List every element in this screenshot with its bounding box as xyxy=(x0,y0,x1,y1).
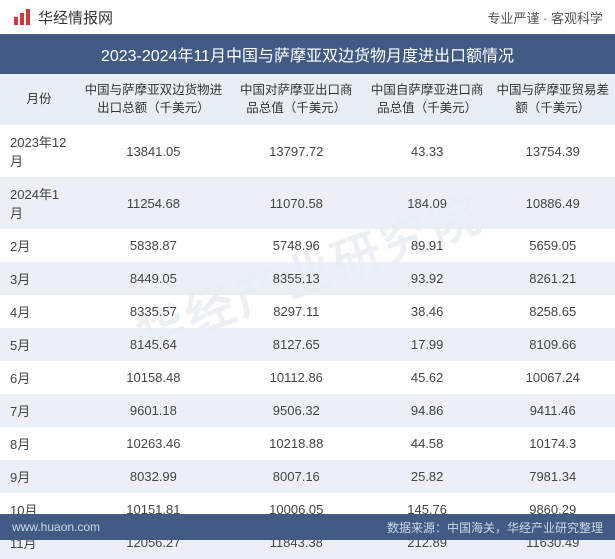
cell-month: 6月 xyxy=(0,361,78,394)
cell-value: 8258.65 xyxy=(490,295,615,328)
cell-value: 89.91 xyxy=(364,229,491,262)
footer-url: www.huaon.com xyxy=(12,520,100,534)
brand: 华经情报网 xyxy=(12,7,113,28)
cell-value: 9506.32 xyxy=(229,394,364,427)
cell-value: 8109.66 xyxy=(490,328,615,361)
cell-value: 10263.46 xyxy=(78,427,229,460)
cell-value: 8007.16 xyxy=(229,460,364,493)
cell-value: 9411.46 xyxy=(490,394,615,427)
cell-value: 8127.65 xyxy=(229,328,364,361)
cell-month: 9月 xyxy=(0,460,78,493)
table-row: 8月10263.4610218.8844.5810174.3 xyxy=(0,427,615,460)
cell-value: 8355.13 xyxy=(229,262,364,295)
col-header-month: 月份 xyxy=(0,74,78,125)
cell-month: 2024年1月 xyxy=(0,177,78,229)
cell-value: 25.82 xyxy=(364,460,491,493)
cell-value: 11070.58 xyxy=(229,177,364,229)
table-row: 2024年1月11254.6811070.58184.0910886.49 xyxy=(0,177,615,229)
cell-value: 13797.72 xyxy=(229,125,364,177)
cell-value: 11254.68 xyxy=(78,177,229,229)
col-header-export: 中国对萨摩亚出口商品总值（千美元） xyxy=(229,74,364,125)
brand-text: 华经情报网 xyxy=(38,7,113,28)
cell-value: 8297.11 xyxy=(229,295,364,328)
cell-value: 184.09 xyxy=(364,177,491,229)
table-row: 6月10158.4810112.8645.6210067.24 xyxy=(0,361,615,394)
bar-chart-icon xyxy=(12,7,32,27)
page-title: 2023-2024年11月中国与萨摩亚双边货物月度进出口额情况 xyxy=(0,34,615,74)
cell-month: 2023年12月 xyxy=(0,125,78,177)
cell-value: 43.33 xyxy=(364,125,491,177)
table-row: 3月8449.058355.1393.928261.21 xyxy=(0,262,615,295)
col-header-import: 中国自萨摩亚进口商品总值（千美元） xyxy=(364,74,491,125)
cell-value: 38.46 xyxy=(364,295,491,328)
footer-source: 数据来源：中国海关，华经产业研究整理 xyxy=(387,519,603,536)
cell-month: 7月 xyxy=(0,394,78,427)
table-row: 4月8335.578297.1138.468258.65 xyxy=(0,295,615,328)
cell-value: 5659.05 xyxy=(490,229,615,262)
col-header-balance: 中国与萨摩亚贸易差额（千美元） xyxy=(490,74,615,125)
table-row: 5月8145.648127.6517.998109.66 xyxy=(0,328,615,361)
cell-value: 10886.49 xyxy=(490,177,615,229)
table-row: 2月5838.875748.9689.915659.05 xyxy=(0,229,615,262)
cell-month: 5月 xyxy=(0,328,78,361)
cell-value: 8032.99 xyxy=(78,460,229,493)
table-header-row: 月份 中国与萨摩亚双边货物进出口总额（千美元） 中国对萨摩亚出口商品总值（千美元… xyxy=(0,74,615,125)
cell-value: 94.86 xyxy=(364,394,491,427)
cell-value: 10112.86 xyxy=(229,361,364,394)
cell-value: 5748.96 xyxy=(229,229,364,262)
table-row: 7月9601.189506.3294.869411.46 xyxy=(0,394,615,427)
cell-month: 3月 xyxy=(0,262,78,295)
cell-value: 8335.57 xyxy=(78,295,229,328)
cell-value: 13841.05 xyxy=(78,125,229,177)
cell-value: 13754.39 xyxy=(490,125,615,177)
cell-month: 2月 xyxy=(0,229,78,262)
brand-tagline: 专业严谨 · 客观科学 xyxy=(487,8,603,27)
cell-value: 9601.18 xyxy=(78,394,229,427)
cell-value: 8261.21 xyxy=(490,262,615,295)
cell-month: 4月 xyxy=(0,295,78,328)
cell-value: 93.92 xyxy=(364,262,491,295)
cell-month: 8月 xyxy=(0,427,78,460)
cell-value: 10158.48 xyxy=(78,361,229,394)
cell-value: 44.58 xyxy=(364,427,491,460)
table-row: 2023年12月13841.0513797.7243.3313754.39 xyxy=(0,125,615,177)
cell-value: 45.62 xyxy=(364,361,491,394)
cell-value: 17.99 xyxy=(364,328,491,361)
cell-value: 10067.24 xyxy=(490,361,615,394)
top-bar: 华经情报网 专业严谨 · 客观科学 xyxy=(0,0,615,34)
cell-value: 5838.87 xyxy=(78,229,229,262)
cell-value: 8449.05 xyxy=(78,262,229,295)
footer-bar: www.huaon.com 数据来源：中国海关，华经产业研究整理 xyxy=(0,514,615,540)
table-row: 9月8032.998007.1625.827981.34 xyxy=(0,460,615,493)
cell-value: 10174.3 xyxy=(490,427,615,460)
col-header-total: 中国与萨摩亚双边货物进出口总额（千美元） xyxy=(78,74,229,125)
data-table: 月份 中国与萨摩亚双边货物进出口总额（千美元） 中国对萨摩亚出口商品总值（千美元… xyxy=(0,74,615,559)
cell-value: 10218.88 xyxy=(229,427,364,460)
cell-value: 8145.64 xyxy=(78,328,229,361)
cell-value: 7981.34 xyxy=(490,460,615,493)
